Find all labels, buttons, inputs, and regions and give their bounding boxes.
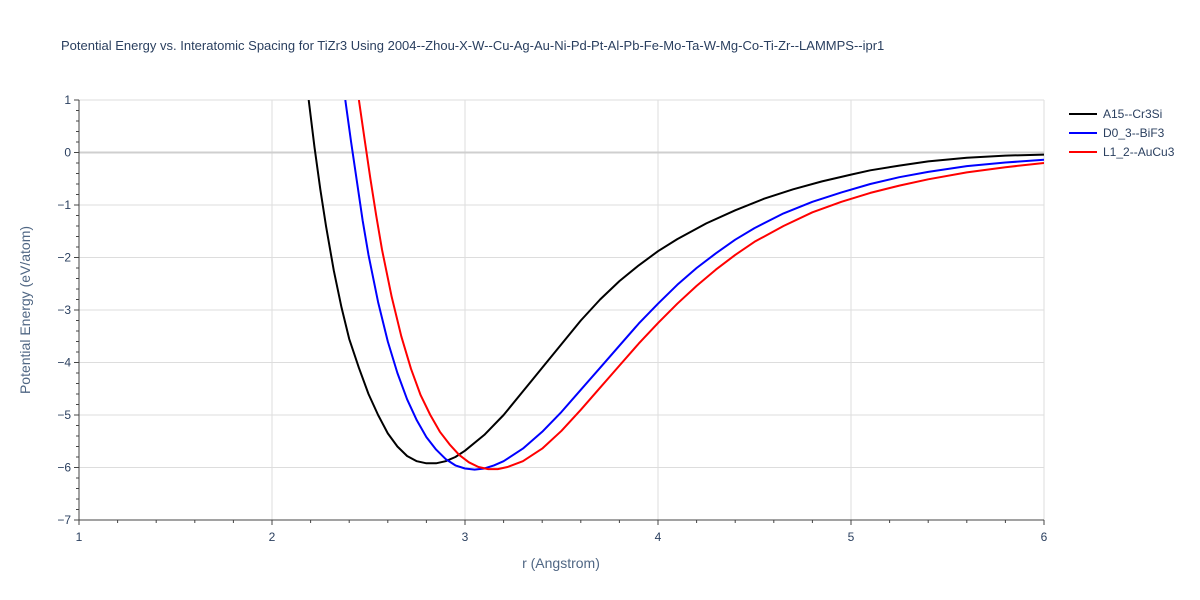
legend: A15--Cr3Si D0_3--BiF3 L1_2--AuCu3 bbox=[1069, 107, 1175, 159]
x-tick-label: 1 bbox=[76, 530, 83, 544]
legend-label: D0_3--BiF3 bbox=[1103, 126, 1165, 140]
series-group bbox=[307, 100, 1044, 471]
legend-label: L1_2--AuCu3 bbox=[1103, 145, 1175, 159]
gridlines bbox=[79, 99, 1045, 520]
y-tick-label: 0 bbox=[64, 146, 71, 160]
y-axis-ticks: 1 0 −1 −2 −3 −4 −5 −6 −7 bbox=[57, 93, 80, 527]
x-tick-label: 3 bbox=[462, 530, 469, 544]
y-tick-label: −1 bbox=[57, 198, 71, 212]
y-tick-label: −2 bbox=[57, 251, 71, 265]
y-tick-label: −7 bbox=[57, 513, 71, 527]
y-tick-label: −5 bbox=[57, 408, 71, 422]
series-line-a15-cr3si bbox=[307, 100, 1044, 465]
series-line-d0-3-bif3 bbox=[344, 100, 1044, 471]
series-line-l1-2-aucu3 bbox=[357, 100, 1044, 471]
y-tick-label: −6 bbox=[57, 461, 71, 475]
chart-title: Potential Energy vs. Interatomic Spacing… bbox=[61, 38, 884, 53]
x-axis-ticks: 1 2 3 4 5 6 bbox=[76, 519, 1048, 544]
y-tick-label: 1 bbox=[64, 93, 71, 107]
x-tick-label: 5 bbox=[848, 530, 855, 544]
legend-label: A15--Cr3Si bbox=[1103, 107, 1162, 121]
x-tick-label: 6 bbox=[1041, 530, 1048, 544]
y-axis-label: Potential Energy (eV/atom) bbox=[17, 226, 33, 394]
x-tick-label: 2 bbox=[269, 530, 276, 544]
x-axis-label: r (Angstrom) bbox=[522, 555, 600, 571]
x-tick-label: 4 bbox=[655, 530, 662, 544]
y-tick-label: −4 bbox=[57, 356, 71, 370]
y-tick-label: −3 bbox=[57, 303, 71, 317]
